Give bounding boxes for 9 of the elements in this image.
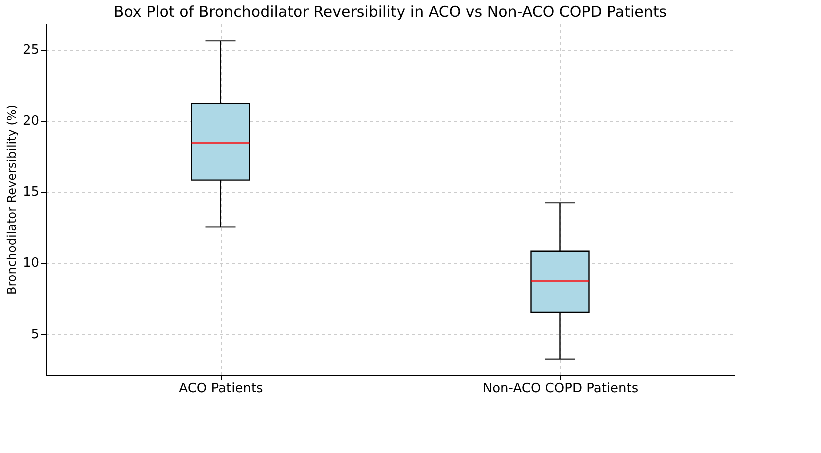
y-tick-label: 20 — [22, 114, 40, 130]
y-tick-label: 10 — [22, 256, 40, 272]
x-tick-label: ACO Patients — [179, 382, 264, 396]
y-tick-label: 15 — [22, 185, 40, 200]
y-tick-label: 5 — [31, 327, 40, 342]
chart-title: Box Plot of Bronchodilator Reversibility in ACO vs Non-ACO COPD Patients — [114, 3, 668, 21]
y-tick-label: 25 — [22, 43, 40, 58]
x-tick-label: Non-ACO COPD Patients — [482, 382, 639, 396]
y-axis-title: Bronchodilator Reversibility (%) — [4, 104, 19, 296]
